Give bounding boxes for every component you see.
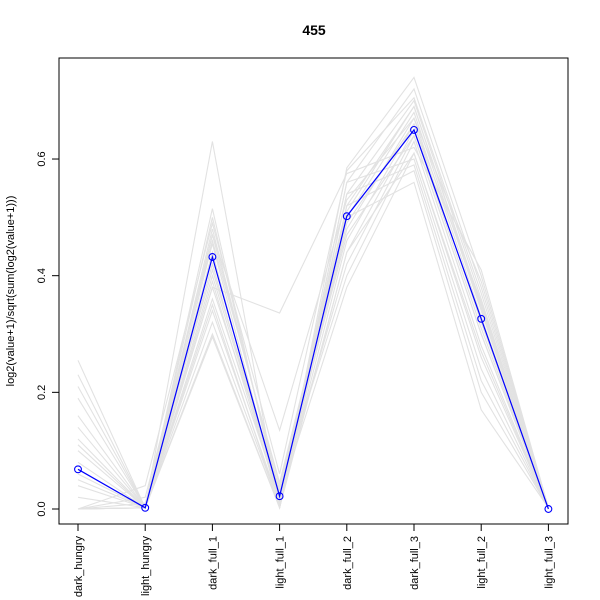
y-axis: 0.0 0.2 0.4 0.6: [36, 151, 60, 517]
background-series-line-19: [77, 105, 549, 510]
x-tick-label-dark-full-3: dark_full_3: [409, 536, 421, 590]
highlight-point-dark-full-1: [208, 253, 217, 261]
background-series-line-22: [77, 122, 549, 509]
x-tick-label-light-full-2: light_full_2: [476, 536, 488, 589]
x-tick-label-dark-hungry: dark_hungry: [73, 536, 85, 598]
background-series-line-11: [77, 151, 549, 509]
background-series-line-21: [77, 151, 549, 510]
highlight-point-dark-full-3: [410, 125, 418, 134]
background-series-line-13: [77, 164, 549, 510]
highlight-point-light-full-2: [477, 314, 486, 323]
background-series-line-17: [77, 117, 549, 510]
plot-frame: [58, 57, 569, 525]
x-tick-label-dark-full-1: dark_full_1: [207, 536, 219, 590]
highlight-point-light-full-3: [544, 505, 553, 513]
highlight-point-light-hungry: [141, 503, 150, 512]
y-tick-label-0-2: 0.2: [36, 385, 48, 400]
highlight-point-light-full-1: [275, 492, 284, 501]
highlight-series-group: [74, 125, 553, 513]
chart-title: 455: [302, 22, 326, 38]
y-tick-label-0-4: 0.4: [36, 268, 48, 283]
highlight-series-line: [77, 128, 549, 510]
x-tick-label-light-full-3: light_full_3: [543, 536, 555, 589]
background-series-group: [77, 76, 549, 510]
highlight-point-dark-full-2: [342, 212, 351, 221]
y-tick-label-0-0: 0.0: [36, 501, 48, 516]
background-series-line-12: [77, 158, 549, 509]
background-series-line-3: [77, 99, 549, 510]
x-tick-label-light-full-1: light_full_1: [275, 536, 287, 589]
highlight-point-dark-hungry: [74, 465, 82, 474]
x-tick-label-dark-full-2: dark_full_2: [342, 536, 354, 590]
y-axis-label: log2(value+1)/sqrt(sum(log2(value+1))): [5, 196, 17, 387]
background-series-line-18: [77, 96, 549, 510]
x-tick-label-light-hungry: light_hungry: [140, 536, 152, 596]
y-tick-label-0-6: 0.6: [36, 151, 48, 166]
background-series-line-1: [77, 76, 549, 510]
x-axis: dark_hungry light_hungry dark_full_1 light_…: [73, 523, 555, 598]
background-series-line-16: [77, 146, 549, 510]
